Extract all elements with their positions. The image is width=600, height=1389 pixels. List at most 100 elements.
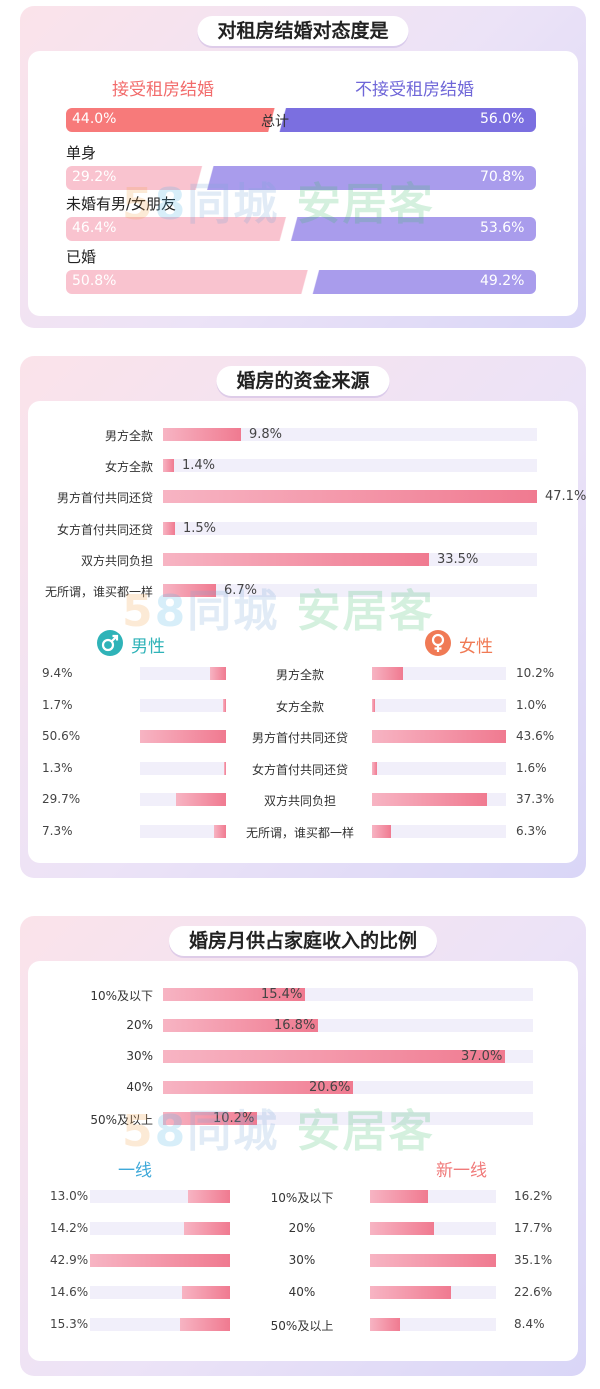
tier1-bar: [90, 1254, 230, 1267]
attitude-bar: [66, 217, 536, 241]
reject-value: 56.0%: [480, 111, 525, 127]
ratio-bar: [163, 988, 305, 1001]
ratio-value: 20.6%: [309, 1080, 351, 1095]
male-symbol-icon: [96, 629, 124, 657]
newtier1-bar: [370, 1222, 434, 1235]
tier1-value: 14.2%: [50, 1221, 89, 1235]
funding-category-label: 双方共同负担: [80, 554, 153, 568]
female-bar-track: [372, 730, 506, 743]
female-symbol-icon: [424, 629, 452, 657]
funding-title: 婚房的资金来源: [216, 366, 390, 396]
newtier1-bar-track: [370, 1286, 496, 1299]
female-bar: [372, 825, 391, 838]
attitude-category-label: 未婚有男/女朋友: [66, 195, 177, 213]
male-value: 9.4%: [42, 666, 73, 680]
attitude-bar: [66, 166, 536, 190]
funding-bar-track: [163, 522, 537, 535]
newtier1-bar: [370, 1190, 428, 1203]
funding-value: 47.1%: [545, 489, 587, 504]
newtier1-value: 22.6%: [514, 1285, 553, 1299]
male-bar-track: [140, 825, 226, 838]
gender-category-label: 双方共同负担: [263, 794, 337, 808]
attitude-bar: [66, 108, 536, 132]
male-bar-track: [140, 793, 226, 806]
reject-value: 53.6%: [480, 220, 525, 236]
tier1-value: 14.6%: [50, 1285, 89, 1299]
gender-category-label: 女方全款: [275, 700, 325, 714]
accept-value: 44.0%: [72, 111, 117, 127]
female-value: 6.3%: [516, 824, 547, 838]
tier1-bar: [180, 1318, 230, 1331]
funding-category-label: 女方首付共同还贷: [56, 523, 153, 537]
newtier1-bar-track: [370, 1190, 496, 1203]
male-bar: [214, 825, 226, 838]
newtier1-value: 17.7%: [514, 1221, 553, 1235]
city-category-label: 30%: [288, 1253, 316, 1267]
tier1-bar-track: [90, 1318, 230, 1331]
accept-value: 29.2%: [72, 169, 117, 185]
reject-value: 49.2%: [480, 273, 525, 289]
ratio-bar-track: [163, 1081, 533, 1094]
attitude-bar: [66, 270, 536, 294]
attitude-category-label: 已婚: [66, 248, 97, 266]
ratio-category-label: 50%及以上: [90, 1113, 153, 1127]
ratio-category-label: 40%: [126, 1080, 153, 1094]
funding-card: 婚房的资金来源: [20, 356, 586, 878]
ratio-value: 37.0%: [461, 1049, 503, 1064]
funding-bar: [163, 490, 537, 503]
tier1-label: 一线: [118, 1161, 152, 1181]
newtier1-bar-track: [370, 1222, 496, 1235]
female-label: 女性: [459, 637, 493, 657]
male-bar: [210, 667, 226, 680]
tier1-value: 15.3%: [50, 1317, 89, 1331]
ratio-value: 16.8%: [274, 1018, 316, 1033]
funding-value: 1.4%: [182, 458, 216, 473]
male-bar-track: [140, 730, 226, 743]
newtier1-bar-track: [370, 1254, 496, 1267]
funding-bar-track: [163, 553, 537, 566]
newtier1-value: 16.2%: [514, 1189, 553, 1203]
attitude-title: 对租房结婚对态度是: [197, 16, 409, 46]
funding-bar: [163, 459, 174, 472]
gender-category-label: 男方全款: [275, 668, 325, 682]
ratio-category-label: 10%及以下: [90, 989, 153, 1003]
male-value: 50.6%: [42, 729, 81, 743]
city-category-label: 10%及以下: [270, 1191, 334, 1205]
female-value: 1.0%: [516, 698, 547, 712]
total-label: 总计: [261, 114, 289, 130]
male-bar: [224, 762, 226, 775]
newtier1-value: 8.4%: [514, 1317, 545, 1331]
female-bar: [372, 730, 506, 743]
female-value: 1.6%: [516, 761, 547, 775]
funding-value: 6.7%: [224, 583, 258, 598]
reject-legend-label: 不接受租房结婚: [355, 80, 474, 100]
female-bar-track: [372, 699, 506, 712]
female-bar-track: [372, 667, 506, 680]
reject-value: 70.8%: [480, 169, 525, 185]
ratio-bar: [163, 1019, 318, 1032]
city-category-label: 50%及以上: [270, 1319, 334, 1333]
funding-value: 1.5%: [183, 521, 217, 536]
ratio-bar-track: [163, 1050, 533, 1063]
ratio-category-label: 20%: [126, 1018, 153, 1032]
newtier1-bar: [370, 1318, 400, 1331]
female-bar-track: [372, 825, 506, 838]
watermark-58-anjuke: 58同城 安居客: [122, 586, 435, 637]
funding-bar-track: [163, 490, 537, 503]
gender-category-label: 女方首付共同还贷: [251, 763, 349, 777]
city-category-label: 40%: [288, 1285, 316, 1299]
male-value: 7.3%: [42, 824, 73, 838]
female-value: 43.6%: [516, 729, 555, 743]
male-label: 男性: [131, 637, 165, 657]
watermark-58-anjuke: 58同城 安居客: [122, 179, 435, 230]
attitude-category-label: 单身: [66, 144, 97, 162]
funding-bar: [163, 584, 216, 597]
funding-bar: [163, 522, 175, 535]
funding-bar-track: [163, 459, 537, 472]
male-value: 29.7%: [42, 792, 81, 806]
tier1-bar: [188, 1190, 230, 1203]
ratio-bar-track: [163, 988, 533, 1001]
male-value: 1.7%: [42, 698, 73, 712]
newtier1-label: 新一线: [436, 1161, 487, 1181]
gender-category-label: 无所谓，谁买都一样: [245, 826, 355, 840]
